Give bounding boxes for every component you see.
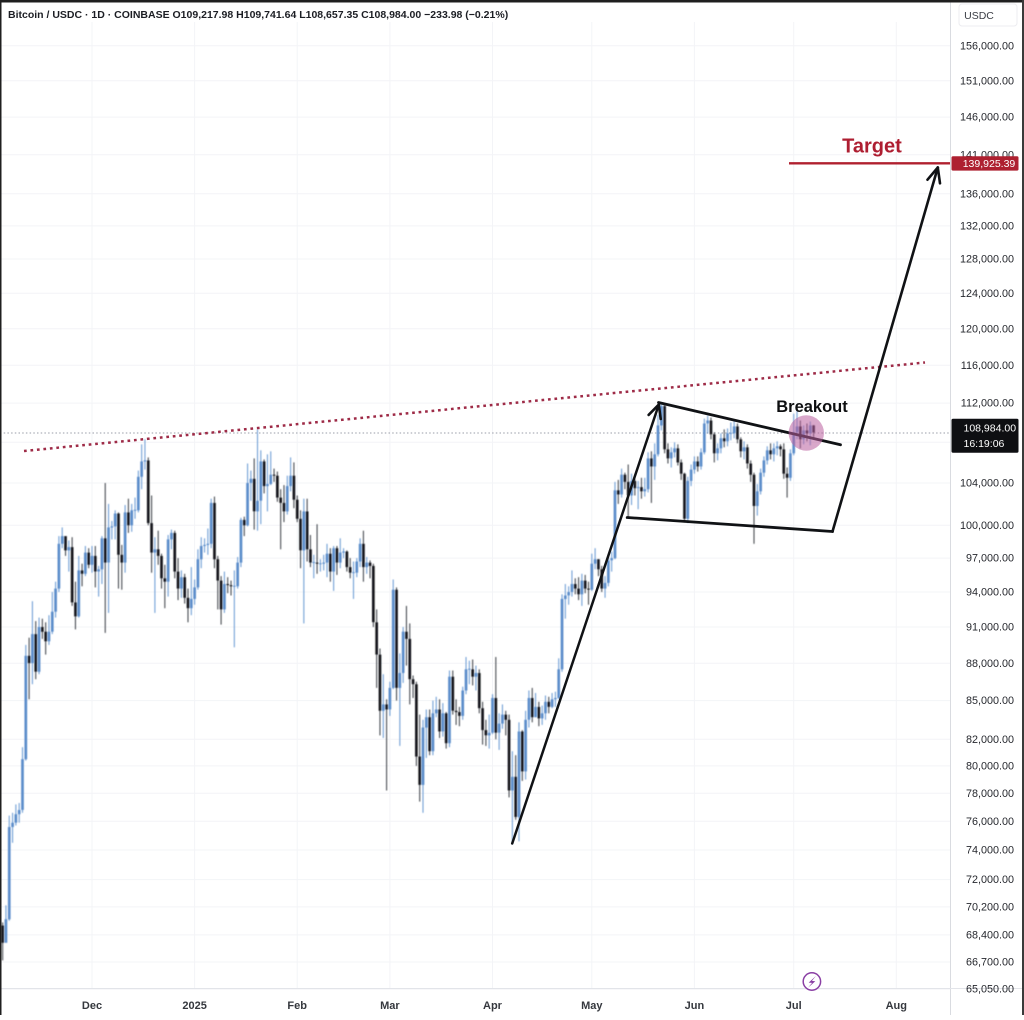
- svg-text:Mar: Mar: [380, 1000, 400, 1012]
- svg-text:151,000.00: 151,000.00: [960, 75, 1014, 87]
- svg-text:USDC: USDC: [964, 10, 994, 22]
- svg-text:74,000.00: 74,000.00: [966, 845, 1014, 857]
- svg-text:139,925.39: 139,925.39: [963, 158, 1016, 170]
- svg-text:146,000.00: 146,000.00: [960, 112, 1014, 124]
- svg-text:Aug: Aug: [886, 1000, 907, 1012]
- svg-text:136,000.00: 136,000.00: [960, 188, 1014, 200]
- svg-text:Breakout: Breakout: [776, 398, 848, 416]
- svg-text:85,000.00: 85,000.00: [966, 695, 1014, 707]
- svg-text:16:19:06: 16:19:06: [964, 438, 1005, 450]
- svg-text:Jul: Jul: [786, 1000, 802, 1012]
- svg-text:Apr: Apr: [483, 1000, 503, 1012]
- svg-text:78,000.00: 78,000.00: [966, 788, 1014, 800]
- svg-text:124,000.00: 124,000.00: [960, 288, 1014, 300]
- svg-text:76,000.00: 76,000.00: [966, 816, 1014, 828]
- svg-text:72,000.00: 72,000.00: [966, 874, 1014, 886]
- svg-text:132,000.00: 132,000.00: [960, 221, 1014, 233]
- svg-text:120,000.00: 120,000.00: [960, 323, 1014, 335]
- svg-text:108,984.00: 108,984.00: [964, 423, 1017, 435]
- svg-text:88,000.00: 88,000.00: [966, 658, 1014, 670]
- svg-text:Jun: Jun: [685, 1000, 705, 1012]
- svg-text:80,000.00: 80,000.00: [966, 761, 1014, 773]
- svg-text:May: May: [581, 1000, 603, 1012]
- svg-text:2025: 2025: [182, 1000, 206, 1012]
- svg-text:100,000.00: 100,000.00: [960, 520, 1014, 532]
- svg-text:97,000.00: 97,000.00: [966, 553, 1014, 565]
- svg-text:104,000.00: 104,000.00: [960, 478, 1014, 490]
- svg-text:66,700.00: 66,700.00: [966, 957, 1014, 969]
- svg-text:82,000.00: 82,000.00: [966, 734, 1014, 746]
- svg-text:Target: Target: [842, 136, 902, 158]
- svg-text:Bitcoin / USDC · 1D · COINBASE: Bitcoin / USDC · 1D · COINBASE O109,217.…: [8, 9, 508, 21]
- svg-text:116,000.00: 116,000.00: [961, 360, 1014, 372]
- svg-text:70,200.00: 70,200.00: [966, 902, 1014, 914]
- svg-text:128,000.00: 128,000.00: [960, 254, 1014, 266]
- svg-text:156,000.00: 156,000.00: [960, 40, 1014, 52]
- svg-text:112,000.00: 112,000.00: [961, 398, 1014, 410]
- svg-text:65,050.00: 65,050.00: [966, 984, 1014, 996]
- svg-text:Dec: Dec: [82, 1000, 102, 1012]
- svg-text:91,000.00: 91,000.00: [966, 622, 1014, 634]
- svg-text:68,400.00: 68,400.00: [966, 930, 1014, 942]
- svg-text:Feb: Feb: [287, 1000, 307, 1012]
- svg-text:94,000.00: 94,000.00: [966, 587, 1014, 599]
